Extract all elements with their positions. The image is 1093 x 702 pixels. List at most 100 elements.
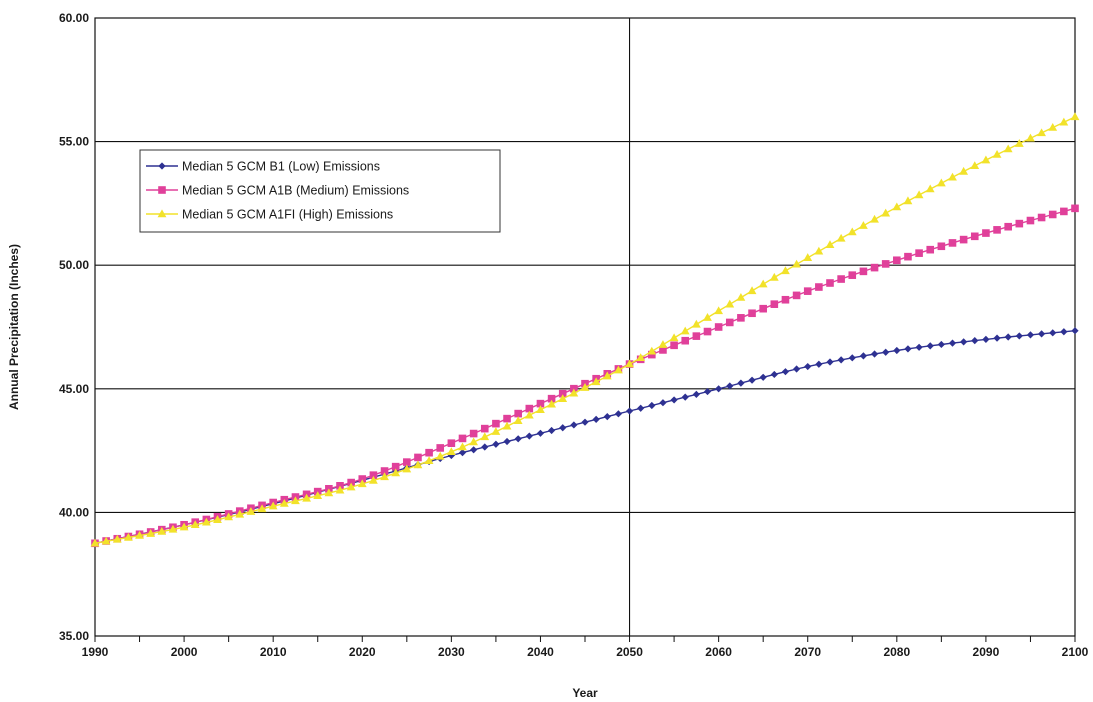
data-point [268,501,278,510]
data-point [737,379,745,387]
legend-entry: Median 5 GCM A1B (Medium) Emissions [146,184,409,198]
data-point [1026,133,1035,142]
x-tick-label: 2050 [616,645,643,659]
data-point [725,318,734,327]
data-point [659,346,667,354]
data-point [347,478,355,487]
legend-marker [158,186,166,194]
data-point [647,346,657,355]
x-tick-label: 2060 [705,645,732,659]
data-point [825,240,835,249]
data-point [882,348,890,356]
data-point [625,359,634,368]
data-point [324,488,334,497]
x-tick-label: 2020 [349,645,376,659]
data-point [680,326,690,335]
data-point [435,451,445,460]
data-point [859,352,868,360]
data-point [369,471,378,479]
data-point [502,421,512,430]
data-point [658,340,668,348]
data-point [514,435,522,443]
data-point [826,279,834,287]
y-tick-label: 45.00 [59,382,89,396]
data-point [157,526,167,535]
y-tick-label: 60.00 [59,11,89,25]
data-point [1037,330,1046,338]
data-point [637,404,645,412]
data-point [959,166,969,175]
y-tick-label: 50.00 [59,258,89,272]
data-point [101,536,111,545]
data-point [659,399,667,407]
data-point [536,405,545,414]
data-point [881,260,890,268]
data-point [703,387,712,396]
data-point [970,161,980,170]
data-point [770,370,778,379]
data-point [648,350,656,359]
data-point [112,534,122,543]
data-point [748,309,756,318]
data-point [503,437,511,446]
data-point [257,504,267,513]
data-point [781,368,790,376]
data-point [592,415,600,423]
data-point [1037,128,1046,137]
data-point [625,407,634,415]
data-point [692,332,701,340]
data-point [391,462,400,471]
data-point [904,345,912,353]
data-point [403,458,411,466]
data-point [302,493,311,502]
data-point [1015,219,1024,228]
data-point [725,299,735,308]
data-point [726,382,734,390]
data-point [1004,222,1012,231]
data-point [892,202,902,211]
legend-label: Median 5 GCM A1FI (High) Emissions [182,208,393,222]
data-point [670,341,678,350]
data-point [346,482,356,491]
x-tick-label: 1990 [82,645,109,659]
data-point [681,336,690,345]
data-point [792,259,801,268]
data-point [492,440,500,448]
data-point [960,338,968,346]
data-point [559,424,567,432]
data-point [524,410,534,419]
data-point [436,444,445,452]
data-point [915,249,923,257]
data-point [971,336,979,345]
legend-label: Median 5 GCM A1B (Medium) Emissions [182,184,409,198]
data-point [503,414,511,423]
data-point [580,383,590,391]
data-point [792,365,801,373]
data-point [413,460,423,469]
data-point [893,256,901,265]
data-point [491,427,501,435]
data-point [1070,112,1080,121]
legend-box [139,149,501,233]
data-point [769,272,779,281]
data-point [357,479,367,488]
data-point [168,524,178,533]
data-point [458,434,467,443]
data-point [993,226,1001,234]
data-point [803,253,813,261]
data-point [525,404,534,413]
data-point [736,292,746,301]
data-point [792,291,801,300]
data-point [970,232,979,241]
y-axis-label: Annual Precipitation (Inches) [7,244,21,410]
data-point [837,275,845,283]
data-point [737,314,745,322]
data-point [1026,331,1035,339]
data-point [859,267,868,276]
data-point [948,239,957,247]
data-point [826,358,834,366]
data-point [146,529,156,537]
data-point [870,263,879,272]
series-2 [90,112,1080,547]
data-point [703,327,712,336]
